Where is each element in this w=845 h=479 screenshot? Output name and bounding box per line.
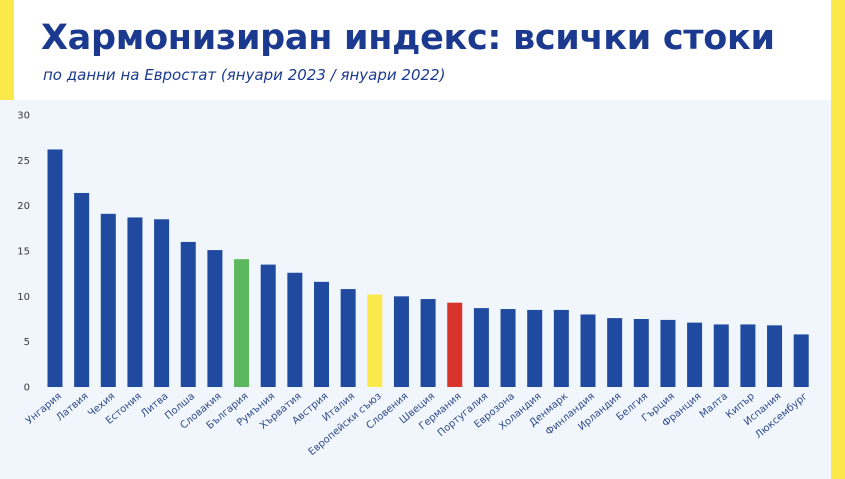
y-tick-label: 15	[17, 247, 30, 258]
y-tick-label: 0	[24, 383, 30, 394]
y-tick-label: 20	[17, 201, 30, 212]
bar	[607, 318, 623, 387]
chart-subtitle: по данни на Евростат (януари 2023 / януа…	[43, 66, 446, 84]
bar	[287, 272, 303, 387]
bar	[367, 294, 383, 387]
bar	[740, 324, 756, 387]
bar	[127, 217, 143, 387]
bar	[767, 325, 783, 387]
y-tick-label: 5	[24, 337, 30, 348]
y-tick-label: 25	[17, 156, 30, 167]
bar	[473, 308, 489, 387]
brand-stripe-right	[831, 0, 845, 479]
bar	[713, 324, 729, 387]
bar	[340, 289, 356, 387]
bar	[314, 281, 329, 387]
bar	[100, 213, 116, 387]
bar	[500, 309, 516, 387]
bar	[793, 334, 809, 387]
y-tick-label: 30	[17, 111, 30, 122]
bar	[74, 192, 90, 387]
bar	[420, 299, 436, 387]
bar	[393, 296, 409, 387]
bar	[633, 319, 649, 387]
bar	[180, 241, 196, 387]
bar	[447, 302, 463, 387]
chart-title: Хармонизиран индекс: всички стоки	[41, 18, 775, 58]
bar-chart: 051015202530УнгарияЛатвияЧехияЕстонияЛит…	[17, 111, 810, 459]
x-category-label: Малта	[698, 391, 730, 421]
bar	[47, 149, 63, 387]
bar	[260, 264, 276, 387]
bar	[234, 259, 250, 387]
bar	[154, 219, 170, 387]
bar	[527, 309, 543, 387]
y-tick-label: 10	[17, 292, 30, 303]
bar	[207, 250, 223, 387]
bar	[553, 309, 569, 387]
bar	[687, 322, 703, 387]
brand-stripe-left	[0, 0, 14, 100]
bar	[660, 319, 676, 387]
x-category-label: Унгария	[24, 391, 64, 427]
bar	[580, 314, 596, 387]
